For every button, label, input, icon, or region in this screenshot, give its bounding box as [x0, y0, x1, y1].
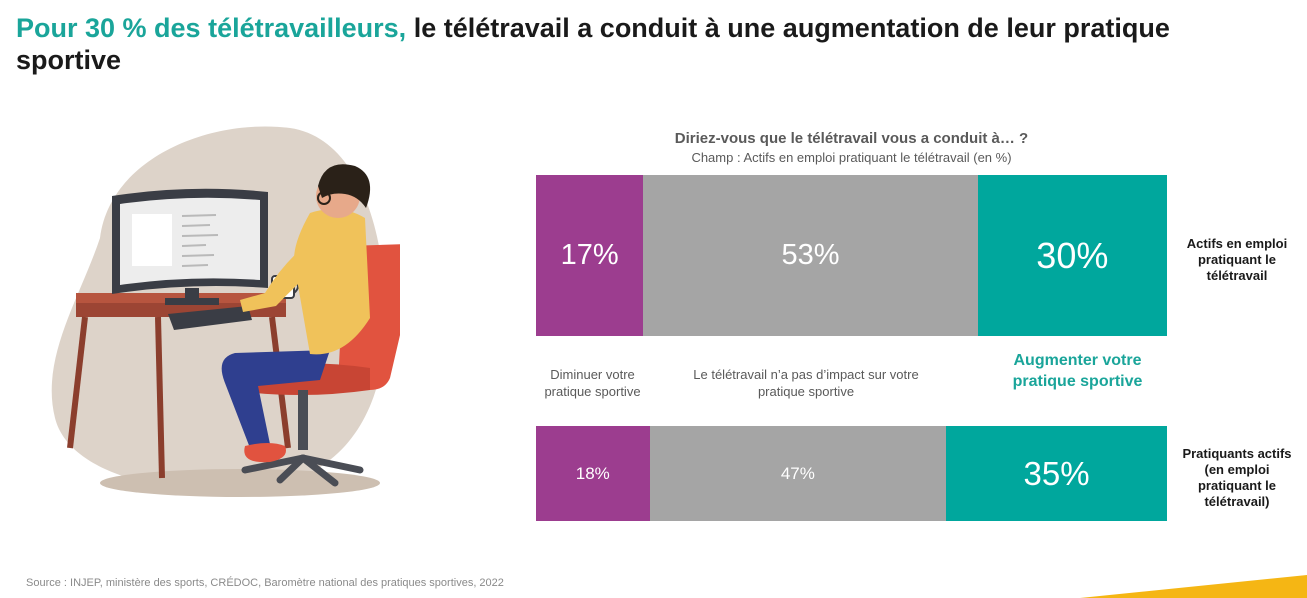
person-sweater [294, 209, 370, 355]
person-glasses [317, 191, 331, 205]
person-arm [240, 248, 318, 312]
legend-augmenter: Augmenter votre pratique sportive [1012, 352, 1143, 390]
data-label: 30% [1036, 234, 1109, 276]
chart-subtitle: Champ : Actifs en emploi pratiquant le t… [691, 150, 1012, 165]
person-shoes [244, 443, 286, 463]
data-label: 53% [781, 239, 840, 271]
person-legs [221, 350, 330, 448]
monitor-base [165, 298, 219, 305]
bar-segment: 35% [946, 426, 1167, 521]
bar-segment: 47% [649, 426, 947, 521]
monitor-text-block [132, 214, 172, 266]
page-title: Pour 30 % des télétravailleurs, le télét… [16, 12, 1236, 76]
title-highlight: Pour 30 % des télétravailleurs, [16, 13, 407, 43]
bar-segment: 30% [977, 175, 1167, 336]
bar-row-actifs: 17% 53% 30% [536, 175, 1167, 336]
chart-title: Diriez-vous que le télétravail vous a co… [674, 130, 1029, 147]
chair-post [298, 390, 308, 450]
bar-segment: 53% [643, 175, 978, 336]
legend-pas-impact: Le télétravail n’a pas d’impact sur votr… [693, 367, 919, 399]
monitor-stand [185, 288, 199, 300]
illustration-shadow [100, 469, 380, 497]
person-hair [318, 164, 371, 208]
source-note: Source : INJEP, ministère des sports, CR… [26, 577, 504, 589]
monitor-text-lines [181, 214, 219, 267]
data-label: 18% [575, 463, 610, 483]
telework-illustration [51, 126, 400, 497]
row-label-pratiquants: Pratiquants actifs (en emploi pratiquant… [1182, 446, 1292, 509]
chair-base [241, 454, 364, 487]
data-label: 17% [560, 239, 619, 271]
desk-leg-left [67, 316, 88, 449]
bar-segment: 17% [536, 175, 644, 336]
keyboard [168, 306, 252, 330]
data-label: 47% [780, 463, 815, 483]
data-label: 35% [1023, 454, 1090, 492]
bar-row-pratiquants: 18% 47% 35% [536, 426, 1167, 521]
desk-leg-back [155, 316, 165, 479]
title-rest: le télétravail a conduit à une augmentat… [16, 13, 1170, 75]
legend-diminuer: Diminuer votre pratique sportive [544, 367, 641, 399]
row-label-actifs: Actifs en emploi pratiquant le télétrava… [1186, 236, 1288, 283]
bar-segment: 18% [536, 426, 650, 521]
